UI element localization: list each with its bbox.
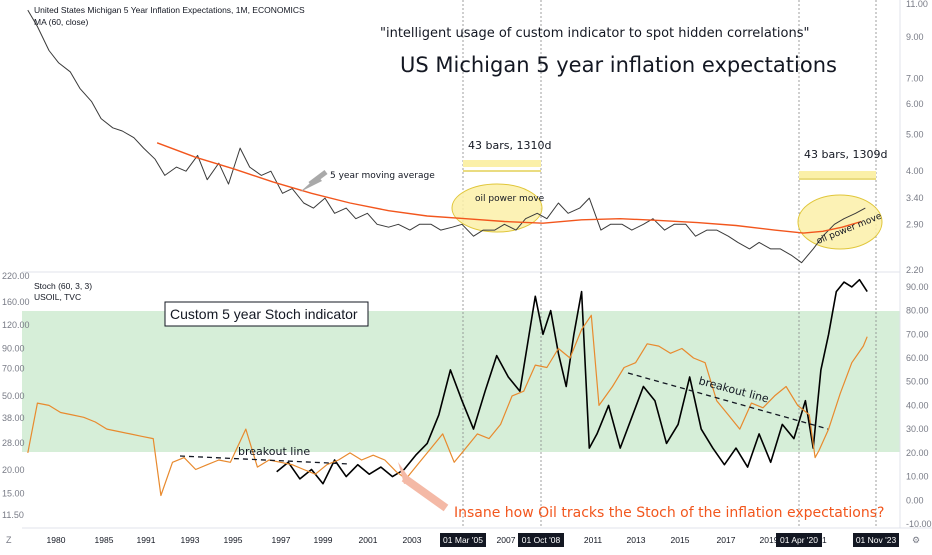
- stoch-box-label: Custom 5 year Stoch indicator: [170, 306, 358, 322]
- bottom-left-tick: 50.00: [2, 391, 25, 401]
- bottom-right-tick: 40.00: [906, 400, 929, 410]
- x-tick: 2003: [403, 535, 422, 545]
- stoch-series-line: [276, 278, 868, 485]
- bottom-left-tick: 11.50: [2, 510, 24, 520]
- bottom-right-axis: 90.00 80.00 70.00 60.00 50.00 40.00 30.00 20.00…: [906, 282, 932, 529]
- top-right-tick: 3.40: [906, 193, 924, 203]
- range2-label: 43 bars, 1309d: [804, 148, 887, 161]
- x-mark-bg: [776, 533, 822, 547]
- corner-left[interactable]: Z: [6, 535, 12, 545]
- bottom-left-tick: 220.00: [2, 271, 30, 281]
- bottom-right-tick: -10.00: [906, 519, 932, 529]
- bottom-left-tick: 38.00: [2, 413, 25, 423]
- stoch-band-20-80: [22, 311, 900, 452]
- bottom-right-tick: 70.00: [906, 329, 929, 339]
- top-right-tick: 2.90: [906, 219, 924, 229]
- x-mark-label: 01 Apr '20: [780, 535, 818, 545]
- header-title: US Michigan 5 year inflation expectation…: [400, 53, 837, 77]
- oil-label: USOIL, TVC: [34, 292, 81, 302]
- oil-ellipse-1: [451, 183, 543, 233]
- ma-arrow-shaft: [308, 170, 328, 186]
- breakout-label-1: breakout line: [238, 445, 310, 458]
- bottom-left-tick: 15.00: [2, 489, 25, 499]
- bottom-left-tick: 28.00: [2, 438, 25, 448]
- x-tick: 1985: [95, 535, 114, 545]
- x-tick: 2011: [584, 535, 603, 545]
- breakout-line-2: [627, 372, 829, 430]
- breakout-line-1: [179, 455, 351, 465]
- series-label: United States Michigan 5 Year Inflation …: [34, 5, 305, 15]
- bottom-right-tick: 50.00: [906, 377, 929, 387]
- x-tick: 2007: [497, 535, 516, 545]
- bottom-left-tick: 20.00: [2, 465, 25, 475]
- x-tick: 2017: [717, 535, 736, 545]
- bottom-left-tick: 160.00: [2, 297, 30, 307]
- bottom-left-axis: 220.00 160.00 120.00 90.00 70.00 50.00 38.00 28…: [2, 271, 30, 520]
- top-right-tick: 9.00: [906, 32, 924, 42]
- bottom-left-tick: 90.00: [2, 343, 25, 353]
- inflation-series-line: [27, 9, 866, 264]
- x-tick: 2013: [627, 535, 646, 545]
- bottom-left-tick: 120.00: [2, 320, 30, 330]
- x-tick: 1997: [272, 535, 291, 545]
- x-mark-bg: [518, 533, 564, 547]
- oil-question: Insane how Oil tracks the Stoch of the i…: [454, 505, 884, 521]
- top-right-tick: 2.20: [906, 265, 924, 275]
- top-pane-plot: [27, 9, 866, 264]
- x-mark-label: 01 Oct '08: [522, 535, 561, 545]
- bottom-left-tick: 70.00: [2, 364, 25, 374]
- top-right-tick: 5.00: [906, 129, 924, 139]
- stoch-box: [164, 301, 369, 327]
- ma-note: 5 year moving average: [330, 171, 435, 181]
- oil-arrow-shaft: [401, 474, 449, 512]
- oil-ellipse-2: [797, 194, 883, 250]
- range1-label: 43 bars, 1310d: [468, 139, 551, 152]
- x-mark-bg: [440, 533, 486, 547]
- stoch-label: Stoch (60, 3, 3): [34, 281, 92, 291]
- x-tick: 2001: [359, 535, 378, 545]
- top-right-tick: 4.00: [906, 166, 924, 176]
- x-mark-label: 01 Mar '05: [443, 535, 483, 545]
- x-tick: 1991: [137, 535, 156, 545]
- top-right-axis: 11.00 9.00 7.00 6.00 5.00 4.00 3.40 2.90 2.20: [906, 0, 928, 275]
- bottom-right-tick: 10.00: [906, 472, 929, 482]
- x-tick: 1995: [224, 535, 243, 545]
- bottom-right-tick: 0.00: [906, 495, 924, 505]
- oil-note-1: oil power move: [475, 194, 545, 204]
- range2-highlight: [799, 171, 876, 178]
- bottom-right-tick: 60.00: [906, 353, 929, 363]
- x-tick: 2019: [760, 535, 779, 545]
- top-right-tick: 6.00: [906, 99, 924, 109]
- x-tick: 2015: [671, 535, 690, 545]
- ma-series-line: [156, 142, 862, 234]
- x-tick: 21: [817, 535, 827, 545]
- x-mark-label: 01 Nov '23: [856, 535, 897, 545]
- x-tick: 1999: [314, 535, 333, 545]
- x-axis: 1980 1985 1991 1993 1995 1997 1999 2001 2003 2007…: [47, 533, 899, 547]
- settings-gear-icon[interactable]: ⚙: [912, 535, 920, 545]
- bottom-right-tick: 20.00: [906, 448, 929, 458]
- top-right-tick: 7.00: [906, 74, 924, 84]
- ma-label: MA (60, close): [34, 17, 88, 27]
- bottom-right-tick: 90.00: [906, 282, 929, 292]
- x-tick: 1980: [47, 535, 66, 545]
- x-mark-bg: [853, 533, 899, 547]
- top-right-tick: 11.00: [906, 0, 928, 9]
- bottom-pane-plot: [27, 278, 868, 497]
- x-tick: 1993: [181, 535, 200, 545]
- bottom-right-tick: 30.00: [906, 424, 929, 434]
- bottom-right-tick: 80.00: [906, 306, 929, 316]
- range1-highlight: [463, 160, 541, 167]
- oil-series-line: [27, 314, 868, 497]
- header-quote: "intelligent usage of custom indicator t…: [380, 26, 810, 41]
